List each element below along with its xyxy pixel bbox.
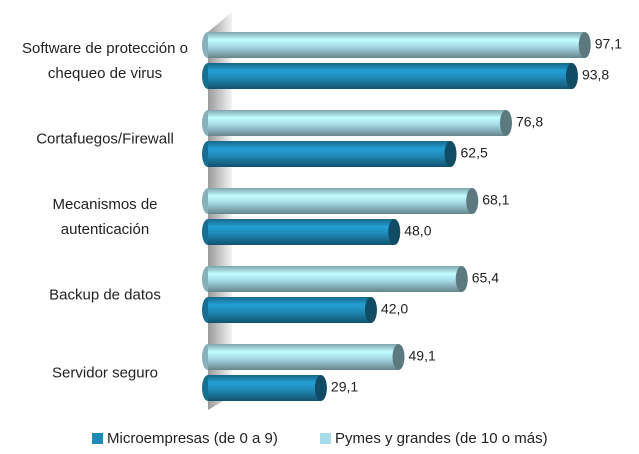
value-label: 62,5 [461, 145, 488, 161]
bar [208, 110, 506, 136]
bar [208, 266, 462, 292]
value-label: 97,1 [595, 36, 622, 52]
bar-end-cap [565, 63, 578, 89]
legend-swatch [92, 433, 103, 444]
category-label: Backup de datos [49, 286, 161, 304]
legend-label: Microempresas (de 0 a 9) [107, 430, 278, 447]
value-label: 42,0 [381, 301, 408, 317]
bar-end-cap [499, 110, 512, 136]
bar-end-cap [444, 141, 457, 167]
value-label: 48,0 [404, 223, 431, 239]
value-label: 68,1 [482, 192, 509, 208]
bar [208, 297, 371, 323]
value-label: 93,8 [582, 67, 609, 83]
value-label: 65,4 [472, 270, 499, 286]
bar-end-cap [392, 344, 405, 370]
category-label: Software de protección o chequeo de viru… [22, 40, 188, 82]
bar [208, 344, 399, 370]
bar-end-cap [578, 32, 591, 58]
bar [208, 188, 473, 214]
bar [208, 375, 321, 401]
bar [208, 32, 585, 58]
bar [208, 141, 451, 167]
bar-end-cap [466, 188, 479, 214]
category-label: Servidor seguro [52, 364, 158, 382]
value-label: 76,8 [516, 114, 543, 130]
bar [208, 63, 572, 89]
bar [208, 219, 395, 245]
value-label: 29,1 [331, 379, 358, 395]
bar-end-cap [314, 375, 327, 401]
value-label: 49,1 [409, 348, 436, 364]
legend-label: Pymes y grandes (de 10 o más) [335, 430, 548, 447]
bar-end-cap [455, 266, 468, 292]
bar-end-cap [364, 297, 377, 323]
legend-swatch [320, 433, 331, 444]
category-label: Cortafuegos/Firewall [36, 130, 174, 148]
category-label: Mecanismos de autenticación [52, 196, 158, 238]
bar-end-cap [388, 219, 401, 245]
